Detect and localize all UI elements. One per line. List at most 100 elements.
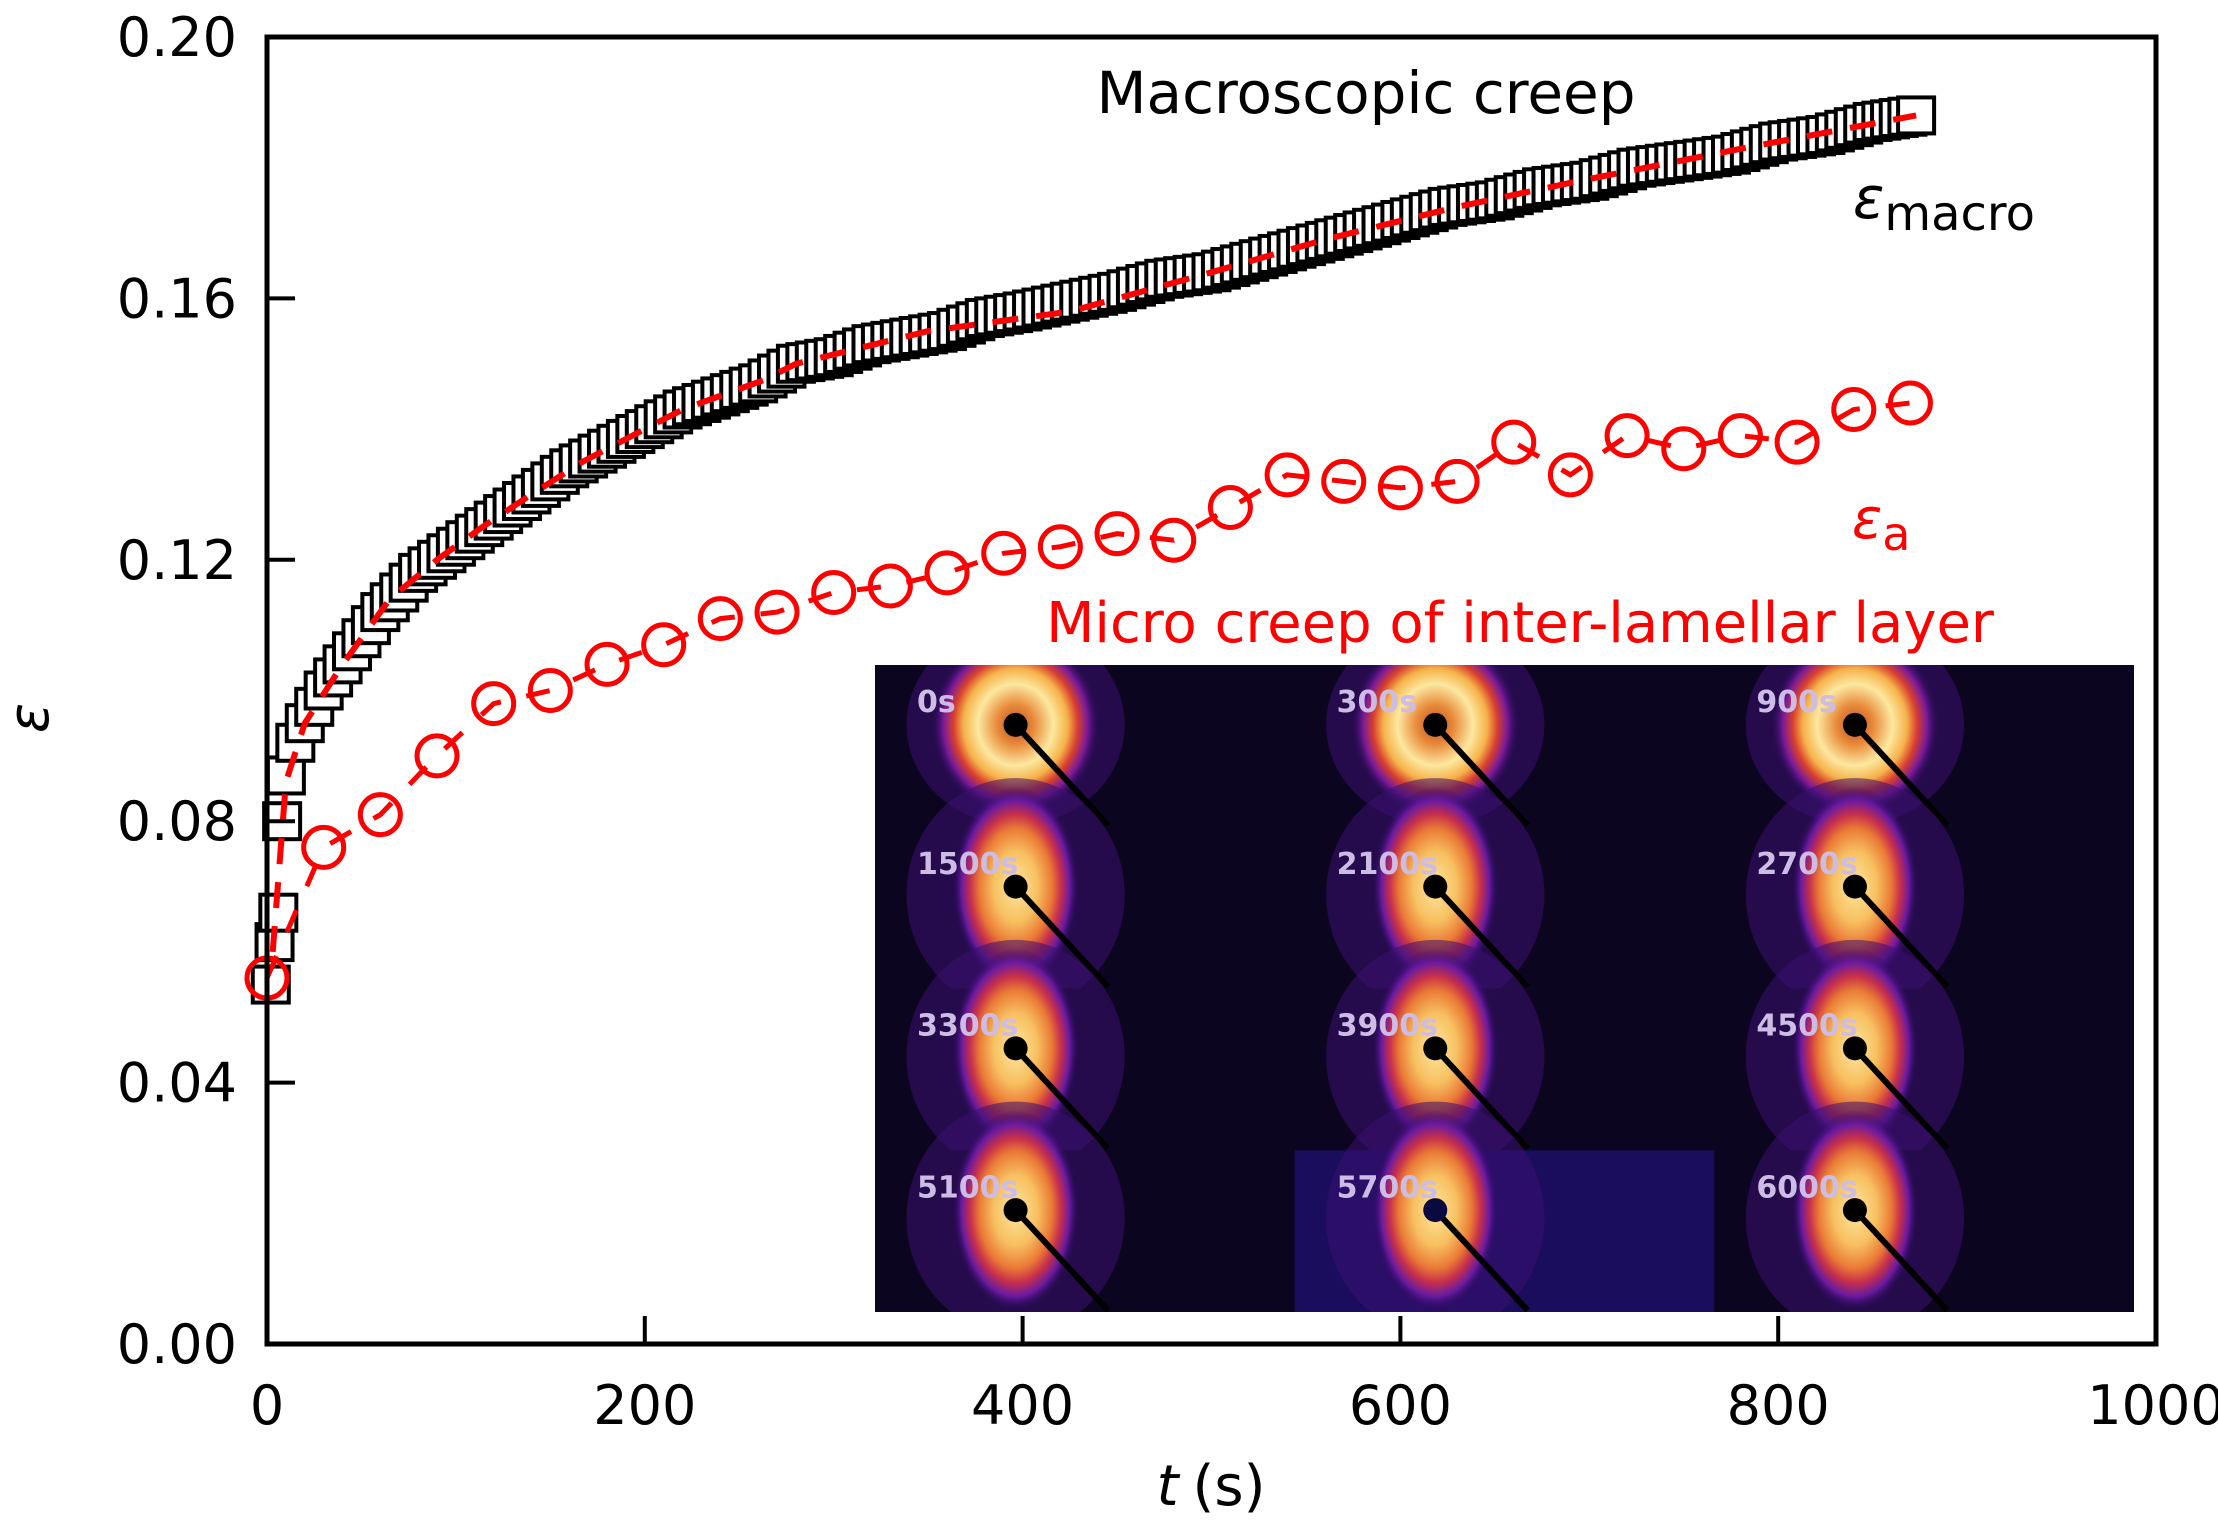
beamstop-arm (1852, 1046, 1950, 1151)
cell-time-label: 1500s (917, 847, 1018, 882)
y-tick-label: 0.08 (117, 790, 237, 853)
micro-data-point (867, 563, 913, 609)
axis-ticks (267, 296, 1781, 1344)
saxs-pattern-cell: 1500s (875, 778, 1295, 1012)
beamstop-arm (1433, 1046, 1530, 1151)
beamstop-arm (1013, 722, 1111, 828)
x-tick-label: 0 (250, 1374, 284, 1437)
cell-time-label: 2100s (1337, 847, 1438, 882)
saxs-pattern-cell: 300s (1294, 665, 1715, 828)
micro-data-point (1321, 458, 1367, 504)
cell-time-label: 3300s (917, 1009, 1018, 1044)
saxs-pattern-cell: 4500s (1714, 939, 2134, 1173)
x-tick-label: 200 (593, 1374, 696, 1437)
y-tick-label: 0.04 (117, 1052, 237, 1115)
saxs-pattern-cell: 5700s (1294, 1101, 1715, 1312)
macro-series-label: εmacro (1853, 164, 2035, 242)
micro-data-point (697, 596, 743, 642)
y-tick-label: 0.20 (117, 6, 237, 69)
micro-data-point (357, 792, 403, 838)
macro-title-annotation: Macroscopic creep (1096, 59, 1635, 127)
micro-data-point (981, 530, 1027, 576)
beamstop-arm (1852, 1208, 1950, 1312)
saxs-pattern-cell: 5100s (875, 1101, 1295, 1312)
micro-data-point (1207, 485, 1253, 531)
x-tick-label: 600 (1349, 1374, 1452, 1437)
beamstop (1423, 1036, 1448, 1061)
beamstop-arm (1852, 722, 1950, 828)
scattering-ring (1771, 665, 1939, 816)
cell-time-label: 900s (1756, 685, 1836, 720)
beamstop (1842, 874, 1867, 899)
cell-time-label: 300s (1337, 685, 1417, 720)
beamstop (1842, 1198, 1867, 1223)
x-tick-label: 400 (971, 1374, 1074, 1437)
x-axis-title: t (s) (1157, 1454, 1266, 1519)
scattering-ring (931, 665, 1100, 816)
saxs-pattern-cell: 2700s (1714, 778, 2134, 1012)
micro-data-point (641, 622, 687, 668)
saxs-pattern-cell: 3900s (1294, 939, 1715, 1173)
micro-data-point (471, 681, 517, 727)
beamstop (1003, 1198, 1028, 1223)
y-tick-label: 0.16 (117, 267, 237, 330)
micro-data-point (1887, 380, 1933, 426)
x-tick-label: 800 (1727, 1374, 1830, 1437)
micro-subscript: a (1882, 507, 1910, 561)
beamstop (1842, 712, 1867, 737)
y-tick-labels: 0.00 0.04 0.08 0.12 0.16 0.20 (117, 6, 237, 1376)
saxs-pattern-cell: 3300s (875, 939, 1295, 1173)
beamstop (1842, 1036, 1867, 1061)
beamstop (1003, 712, 1028, 737)
plot-frame (264, 34, 2159, 1347)
micro-data-point (1434, 458, 1480, 504)
scattering-ring (1351, 665, 1520, 816)
micro-data-point (1661, 426, 1707, 472)
x-axis-unit: (s) (1193, 1454, 1266, 1519)
y-tick-label: 0.12 (117, 529, 237, 592)
beamstop-arm (1013, 1046, 1111, 1151)
x-axis-var: t (1157, 1454, 1181, 1519)
beamstop-arm (1013, 884, 1111, 989)
micro-data-point (1774, 419, 1820, 465)
micro-data-point (1094, 511, 1140, 557)
saxs-pattern-cell: 6000s (1714, 1101, 2134, 1312)
micro-data-point (1264, 452, 1310, 498)
micro-data-point (1547, 452, 1593, 498)
micro-data-point (1151, 517, 1197, 563)
x-tick-label: 1000 (2087, 1374, 2218, 1437)
micro-data-point (1037, 524, 1083, 570)
micro-data-point (301, 824, 347, 870)
cell-time-label: 4500s (1756, 1009, 1857, 1044)
micro-title-annotation: Micro creep of inter-lamellar layer (1046, 591, 1995, 656)
series-layer (244, 95, 1937, 1005)
macro-fit-line (269, 112, 1917, 953)
y-tick-label: 0.00 (117, 1313, 237, 1376)
beamstop (1423, 712, 1448, 737)
micro-data-point (1831, 386, 1877, 432)
micro-connector-line (264, 400, 1911, 979)
y-axis-title: ε (0, 703, 62, 733)
beamstop-arm (1013, 1208, 1111, 1312)
cell-time-label: 6000s (1756, 1170, 1857, 1205)
beamstop (1003, 1036, 1028, 1061)
micro-data-point (1604, 413, 1650, 459)
macro-subscript: macro (1884, 186, 2035, 242)
micro-data-point (1377, 465, 1423, 511)
saxs-pattern-cell: 0s (875, 665, 1295, 828)
micro-series-label: εa (1852, 487, 1910, 561)
micro-series (244, 380, 1933, 1001)
micro-data-point (1491, 419, 1537, 465)
cell-time-label: 5700s (1337, 1170, 1438, 1205)
beamstop (1423, 874, 1448, 899)
saxs-pattern-inset: 0s 300s 900s 1500s 2100s 2700s 3300s 3900s 4500s… (875, 665, 2134, 1312)
x-tick-labels: 0 200 400 600 800 1000 (250, 1374, 2218, 1437)
micro-data-point (1717, 413, 1763, 459)
beamstop-arm (1433, 884, 1530, 989)
cell-time-label: 5100s (917, 1170, 1018, 1205)
micro-data-point (527, 668, 573, 713)
beamstop (1003, 874, 1028, 899)
cell-time-label: 2700s (1756, 847, 1857, 882)
micro-symbol: ε (1852, 487, 1882, 552)
